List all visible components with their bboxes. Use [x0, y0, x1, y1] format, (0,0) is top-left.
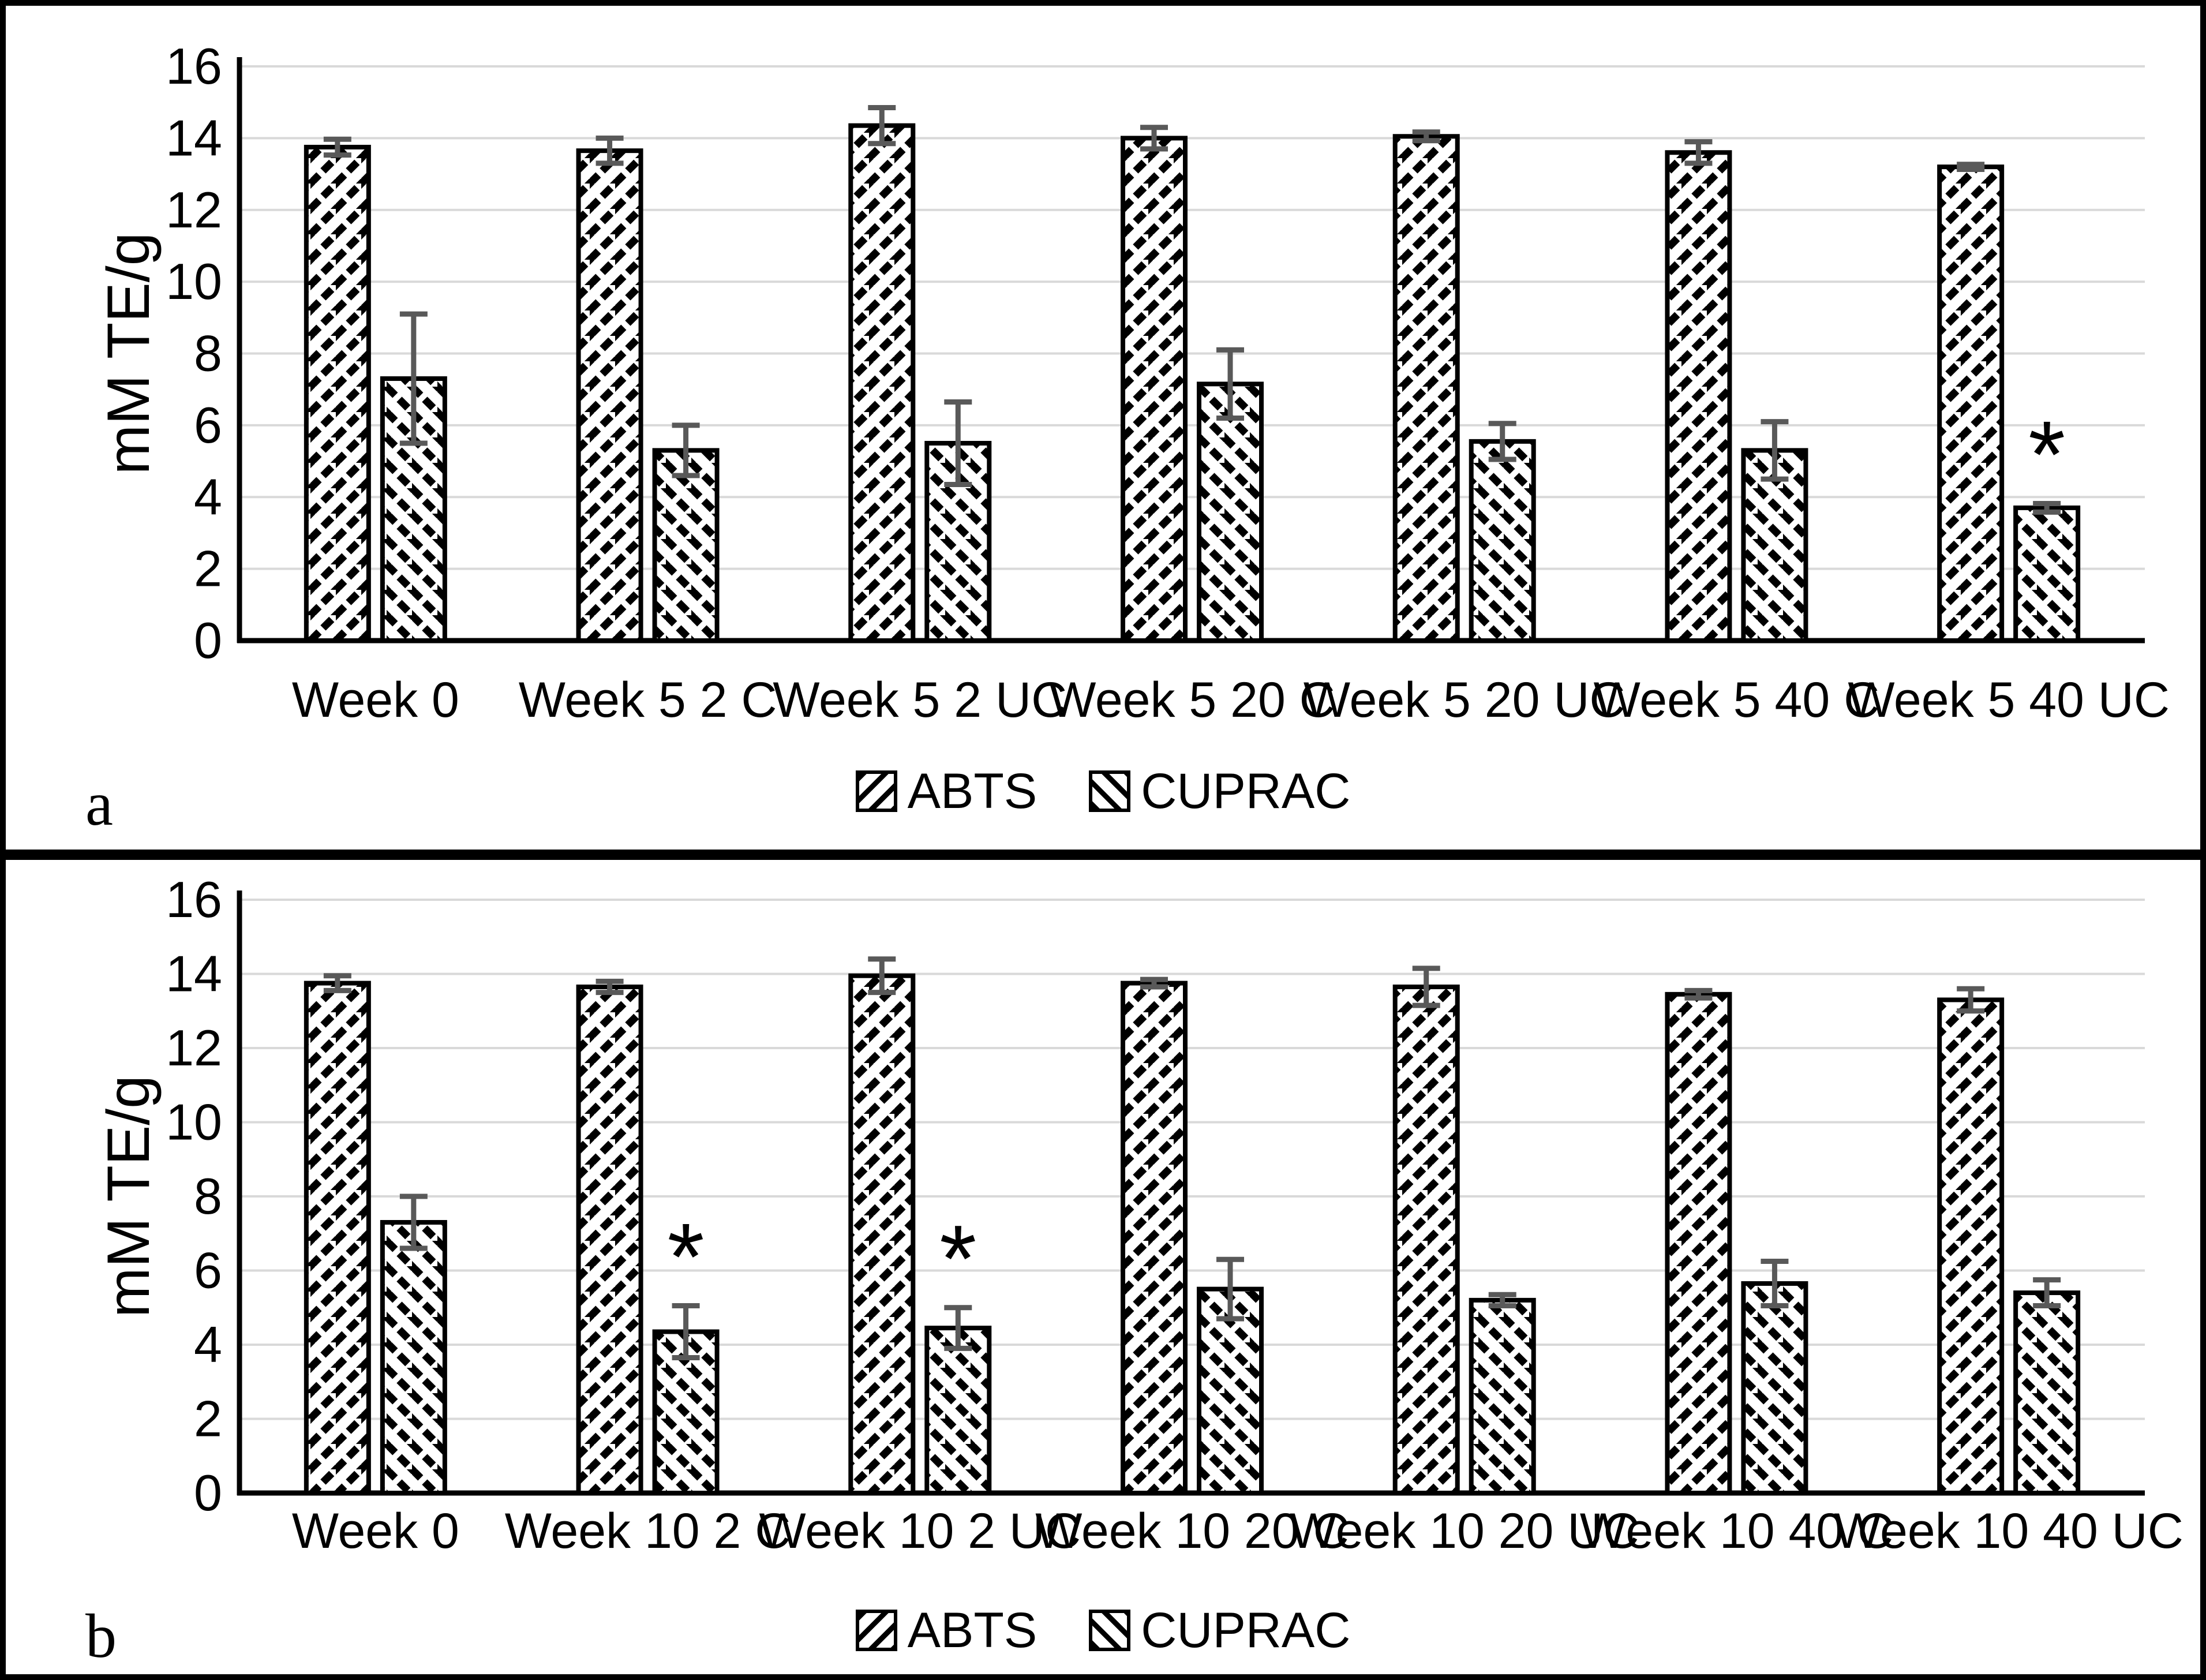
y-tick-label: 16 [166, 38, 222, 95]
panel-letter-a: a [85, 770, 113, 839]
significance-marker: * [939, 1206, 976, 1312]
y-tick-label: 2 [194, 1390, 222, 1447]
x-category-label: Week 10 2 UC [759, 1503, 1081, 1559]
bar-abts-1 [576, 148, 643, 643]
significance-marker: * [667, 1204, 704, 1310]
bar-abts-3 [1121, 136, 1188, 643]
bar-cuprac-0 [380, 1219, 447, 1495]
x-category-label: Week 0 [292, 1503, 459, 1559]
panel-b: 0 2 4 6 8 10 12 14 16 mM TE/g Week 0 * Week 10 2 C * W… [6, 860, 2200, 1674]
y-tick-label: 4 [194, 468, 222, 525]
bar-cuprac-6 [2013, 505, 2081, 643]
bar-abts-5 [1665, 991, 1732, 1495]
bar-cuprac-6 [2013, 1290, 2081, 1495]
x-category-label: Week 5 20 UC [1304, 672, 1626, 728]
y-tick-label: 10 [166, 253, 222, 310]
bar-abts-0 [304, 144, 371, 643]
bar-cuprac-1 [652, 448, 720, 643]
bar-abts-6 [1937, 997, 2005, 1496]
x-category-label: Week 5 2 UC [773, 672, 1067, 728]
significance-marker: * [2028, 401, 2065, 507]
y-tick-label: 12 [166, 1019, 222, 1076]
bar-abts-6 [1937, 164, 2005, 643]
x-category-label: Week 10 40 C [1580, 1503, 1893, 1559]
bar-cuprac-4 [1469, 1297, 1536, 1496]
y-tick-label: 16 [166, 871, 222, 928]
x-category-label: Week 10 2 C [505, 1503, 791, 1559]
x-category-label: Week 10 40 UC [1834, 1503, 2183, 1559]
y-tick-label: 0 [194, 1464, 222, 1521]
y-tick-label: 4 [194, 1316, 222, 1373]
bar-abts-4 [1392, 984, 1460, 1496]
y-tick-label: 8 [194, 1168, 222, 1225]
bar-cuprac-3 [1197, 1286, 1264, 1495]
y-tick-label: 12 [166, 181, 222, 238]
bar-abts-1 [576, 984, 643, 1496]
y-tick-label: 14 [166, 109, 222, 166]
x-category-label: Week 5 2 C [519, 672, 777, 728]
bar-cuprac-0 [380, 376, 447, 643]
panel-divider [6, 850, 2200, 860]
y-tick-label: 10 [166, 1094, 222, 1151]
y-tick-label: 6 [194, 396, 222, 454]
y-tick-label: 14 [166, 945, 222, 1002]
x-category-label: Week 10 20 C [1035, 1503, 1349, 1559]
y-axis-title: mM TE/g [95, 233, 162, 475]
bar-cuprac-4 [1469, 439, 1536, 643]
panel-letter-b: b [85, 1602, 117, 1671]
bar-abts-3 [1121, 981, 1188, 1495]
x-category-label: Week 10 20 UC [1290, 1503, 1639, 1559]
x-category-label: Week 5 40 C [1594, 672, 1880, 728]
bar-cuprac-2 [924, 1326, 992, 1496]
bar-abts-5 [1665, 150, 1732, 643]
y-tick-label: 2 [194, 540, 222, 597]
bar-abts-4 [1392, 134, 1460, 643]
x-category-label: Week 5 40 UC [1848, 672, 2170, 728]
y-tick-label: 8 [194, 325, 222, 382]
panel-a: 0 2 4 6 8 10 12 14 16 mM TE/g Week 0 Week 5 2 C Week… [6, 6, 2200, 850]
y-tick-label: 6 [194, 1242, 222, 1299]
panel-b-chart: 0 2 4 6 8 10 12 14 16 mM TE/g Week 0 * Week 10 2 C * W… [95, 871, 2183, 1559]
bar-abts-2 [848, 123, 916, 643]
x-category-label: Week 0 [292, 672, 459, 728]
y-axis-title: mM TE/g [95, 1075, 162, 1318]
bar-abts-0 [304, 981, 371, 1495]
bar-cuprac-3 [1197, 381, 1264, 643]
bar-cuprac-5 [1741, 1281, 1808, 1495]
bar-abts-2 [848, 973, 916, 1495]
x-category-label: Week 5 20 C [1049, 672, 1335, 728]
y-tick-label: 0 [194, 612, 222, 669]
